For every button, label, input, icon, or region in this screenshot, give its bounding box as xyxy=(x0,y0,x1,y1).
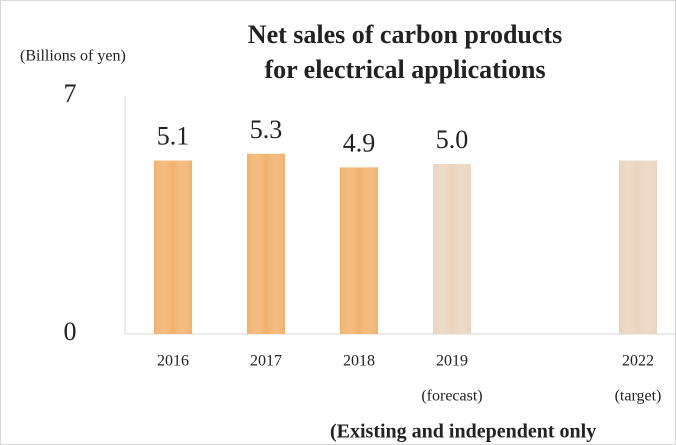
y-tick-label: 7 xyxy=(64,79,77,108)
x-tick-note: (forecast) xyxy=(421,388,482,405)
x-tick-note: (target) xyxy=(615,388,662,405)
x-tick-label: 2022 xyxy=(622,353,654,370)
y-tick-label: 0 xyxy=(64,317,77,346)
chart-title: Net sales of carbon products xyxy=(248,20,562,49)
x-tick-label: 2016 xyxy=(157,353,189,370)
x-tick-label: 2017 xyxy=(250,353,282,370)
footnote: (Existing and independent only xyxy=(330,421,596,443)
bar-shine xyxy=(247,153,285,334)
y-axis-label: (Billions of yen) xyxy=(20,48,126,65)
bar-shine xyxy=(433,164,471,334)
value-label: 5.1 xyxy=(157,122,190,151)
value-label: 5.3 xyxy=(250,115,283,144)
bar-shine xyxy=(154,160,192,334)
value-label: 4.9 xyxy=(343,128,376,157)
value-label: 5.0 xyxy=(436,125,469,154)
bar-shine xyxy=(340,167,378,334)
chart-title: for electrical applications xyxy=(264,55,545,84)
bar-shine xyxy=(619,160,657,334)
x-tick-label: 2019 xyxy=(436,353,468,370)
x-tick-label: 2018 xyxy=(343,353,375,370)
